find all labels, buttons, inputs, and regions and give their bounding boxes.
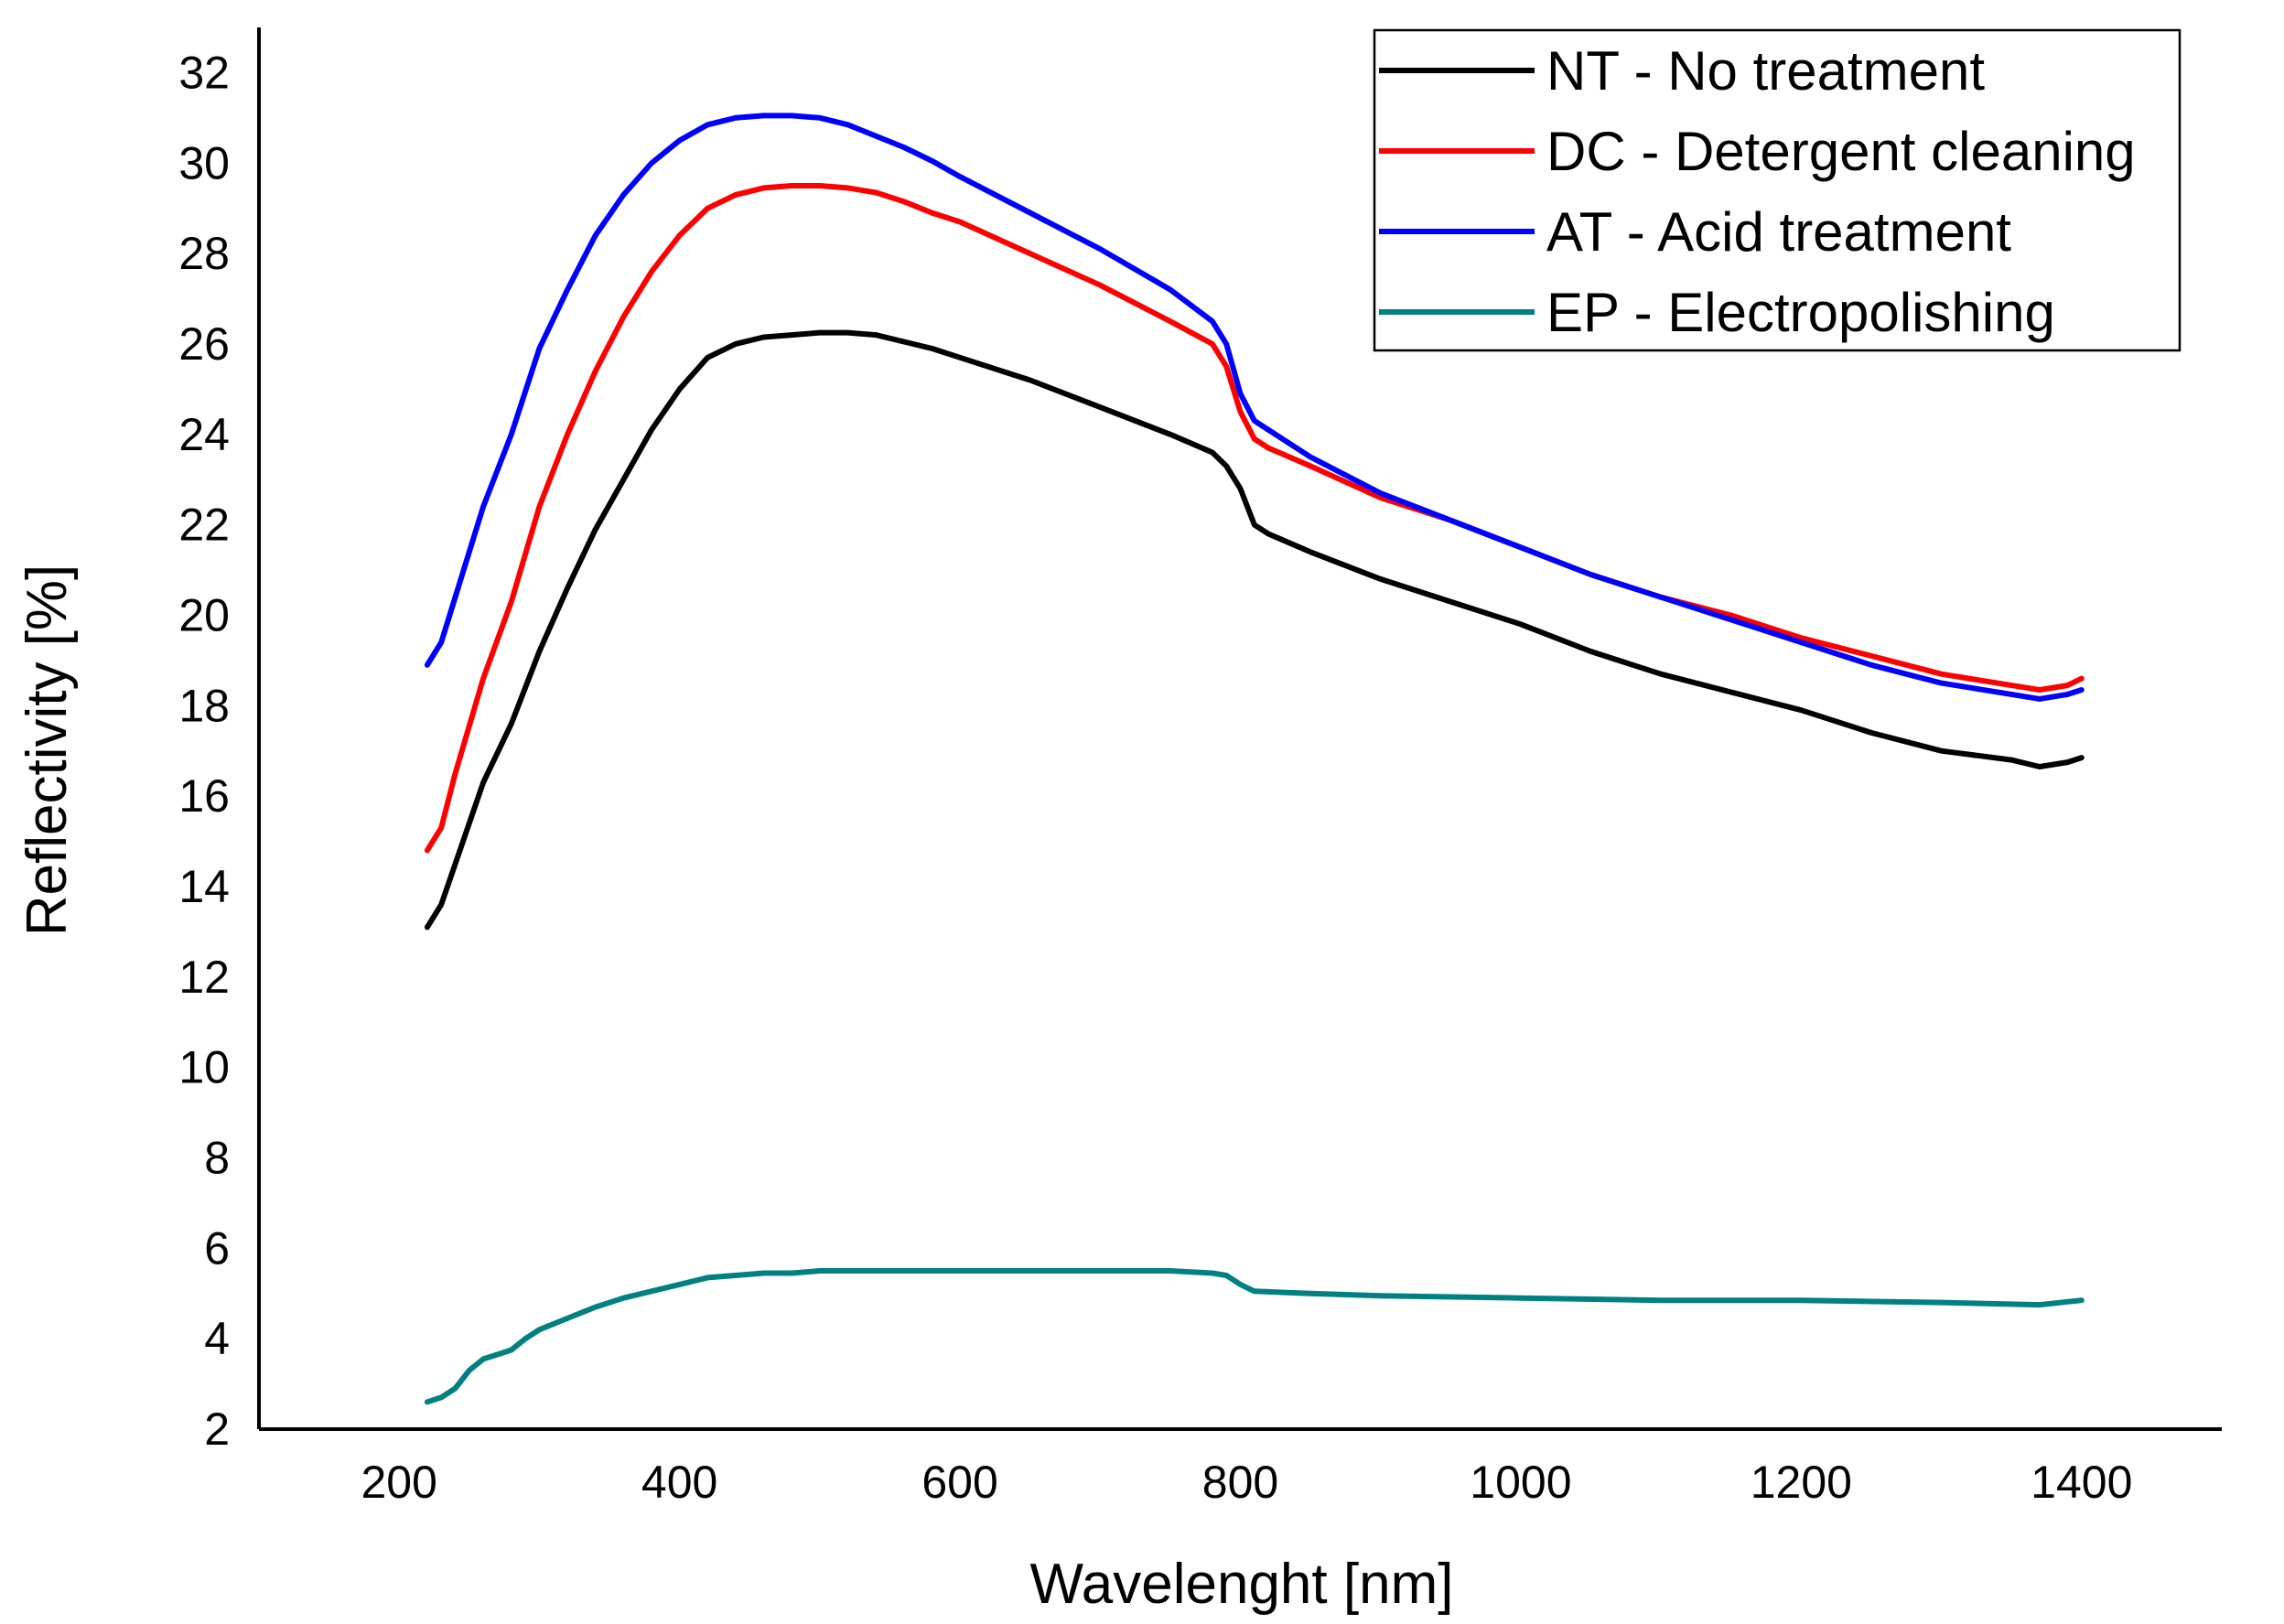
y-tick-label: 22 xyxy=(178,500,230,551)
x-tick-labels: 200 400 600 800 1000 1200 1400 xyxy=(361,1457,2132,1508)
x-tick-label: 1200 xyxy=(1751,1457,1852,1508)
y-tick-label: 20 xyxy=(178,589,230,640)
series-line-at xyxy=(424,113,2085,702)
x-tick-label: 800 xyxy=(1202,1457,1278,1508)
x-tick-label: 1400 xyxy=(2031,1457,2132,1508)
legend-box xyxy=(1373,28,2182,352)
x-axis-title: Wavelenght [nm] xyxy=(1030,1553,1454,1616)
series-line-ep xyxy=(424,1268,2085,1405)
series-line-dc xyxy=(424,183,2085,854)
y-tick-label: 14 xyxy=(178,861,230,912)
plot-area xyxy=(424,113,2085,1405)
y-tick-label: 26 xyxy=(178,318,230,370)
x-tick-label: 200 xyxy=(361,1457,436,1508)
y-tick-label: 6 xyxy=(204,1222,230,1274)
y-tick-label: 24 xyxy=(178,409,230,460)
y-tick-label: 30 xyxy=(178,137,230,188)
y-tick-label: 8 xyxy=(204,1132,230,1183)
legend: NT - No treatment DC - Detergent cleaning… xyxy=(1373,28,2182,352)
y-tick-label: 32 xyxy=(178,47,230,98)
x-tick-label: 600 xyxy=(921,1457,997,1508)
series-line-nt xyxy=(424,329,2085,930)
x-tick-label: 1000 xyxy=(1470,1457,1571,1508)
y-tick-label: 16 xyxy=(178,770,230,822)
y-tick-label: 12 xyxy=(178,952,230,1003)
y-tick-label: 10 xyxy=(178,1042,230,1093)
y-tick-label: 2 xyxy=(204,1404,230,1455)
y-tick-label: 28 xyxy=(178,228,230,279)
x-tick-label: 400 xyxy=(641,1457,717,1508)
legend-label-ep: EP - Electropolishing xyxy=(1546,282,2055,343)
y-tick-label: 18 xyxy=(178,680,230,731)
y-tick-label: 4 xyxy=(204,1313,230,1364)
legend-label-at: AT - Acid treatment xyxy=(1546,201,2011,263)
legend-label-nt: NT - No treatment xyxy=(1546,40,1985,102)
legend-label-dc: DC - Detergent cleaning xyxy=(1546,121,2136,182)
y-axis-title: Reflectivity [%] xyxy=(16,565,79,937)
